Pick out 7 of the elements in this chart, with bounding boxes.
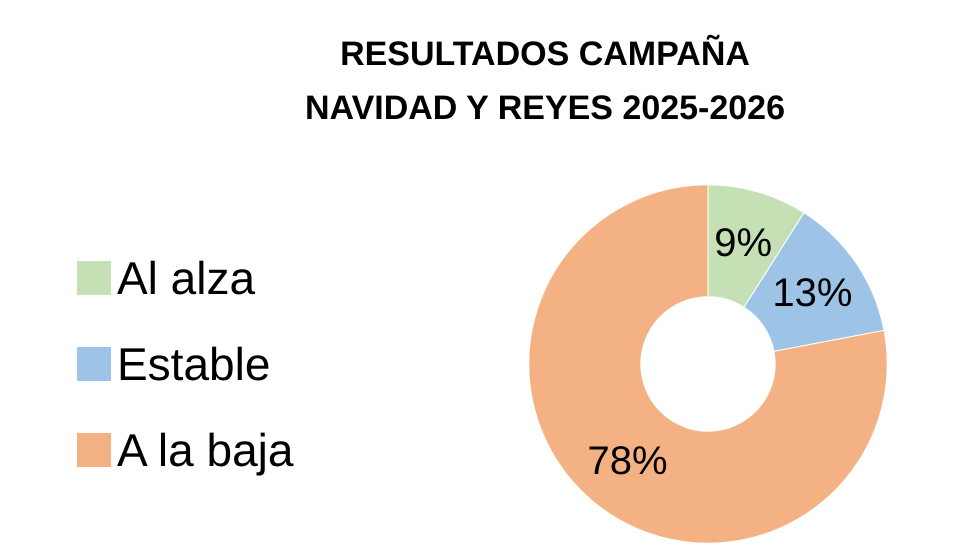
data-label: 9%	[714, 220, 772, 265]
data-label: 13%	[772, 271, 852, 316]
legend-label: Al alza	[117, 252, 256, 304]
data-label: 78%	[588, 439, 668, 484]
chart-title: RESULTADOS CAMPAÑA NAVIDAD Y REYES 2025-2026	[304, 34, 786, 127]
legend-label: A la baja	[117, 424, 294, 476]
legend-label: Estable	[117, 338, 270, 390]
